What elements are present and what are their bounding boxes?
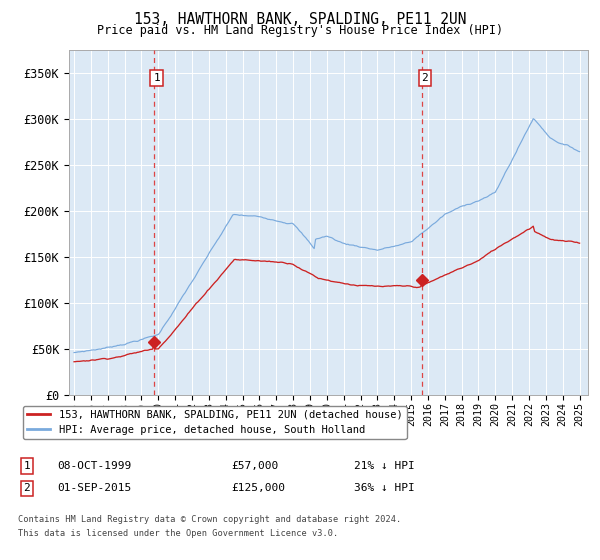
Text: £57,000: £57,000: [231, 461, 278, 471]
Text: 21% ↓ HPI: 21% ↓ HPI: [354, 461, 415, 471]
Text: Price paid vs. HM Land Registry's House Price Index (HPI): Price paid vs. HM Land Registry's House …: [97, 24, 503, 36]
Text: 1: 1: [23, 461, 31, 471]
Text: 01-SEP-2015: 01-SEP-2015: [57, 483, 131, 493]
Text: This data is licensed under the Open Government Licence v3.0.: This data is licensed under the Open Gov…: [18, 529, 338, 538]
Text: Contains HM Land Registry data © Crown copyright and database right 2024.: Contains HM Land Registry data © Crown c…: [18, 515, 401, 524]
Text: 2: 2: [421, 73, 428, 83]
Text: 2: 2: [23, 483, 31, 493]
Text: 153, HAWTHORN BANK, SPALDING, PE11 2UN: 153, HAWTHORN BANK, SPALDING, PE11 2UN: [134, 12, 466, 27]
Text: 08-OCT-1999: 08-OCT-1999: [57, 461, 131, 471]
Text: £125,000: £125,000: [231, 483, 285, 493]
Text: 1: 1: [153, 73, 160, 83]
Text: 36% ↓ HPI: 36% ↓ HPI: [354, 483, 415, 493]
Legend: 153, HAWTHORN BANK, SPALDING, PE11 2UN (detached house), HPI: Average price, det: 153, HAWTHORN BANK, SPALDING, PE11 2UN (…: [23, 405, 407, 439]
